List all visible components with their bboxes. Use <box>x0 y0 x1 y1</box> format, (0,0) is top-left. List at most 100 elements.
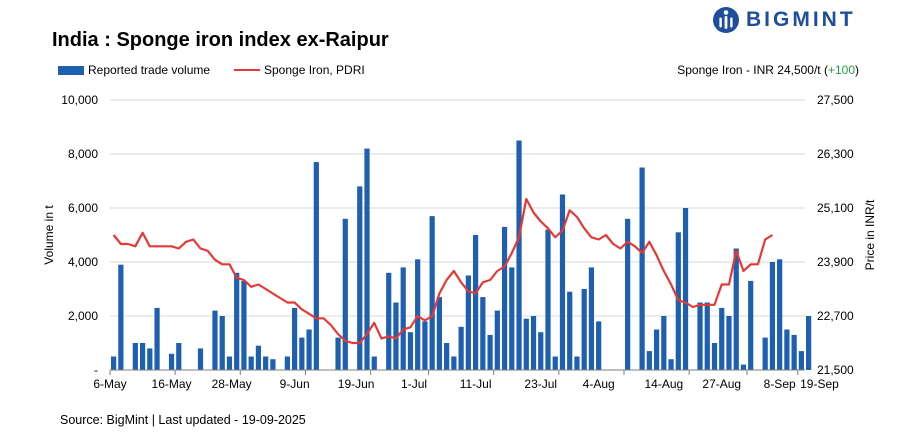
volume-bar <box>415 259 421 370</box>
volume-bar <box>777 259 783 370</box>
volume-bar <box>480 297 486 370</box>
volume-bar <box>248 356 254 370</box>
volume-bar <box>588 267 595 370</box>
volume-bar <box>270 359 276 370</box>
brand-logo: BIGMINT <box>712 6 856 34</box>
volume-bar <box>226 356 233 370</box>
volume-bar <box>407 332 414 370</box>
volume-bar <box>335 337 341 370</box>
legend-volume: Reported trade volume <box>58 63 210 77</box>
volume-bar <box>444 343 450 370</box>
volume-bar <box>132 343 138 370</box>
legend-price-label: Sponge Iron, PDRI <box>264 63 365 77</box>
volume-bar <box>422 321 428 370</box>
chart-title: India : Sponge iron index ex-Raipur <box>52 29 389 51</box>
volume-bar <box>197 348 204 370</box>
volume-bar <box>806 316 812 370</box>
volume-bar <box>501 226 508 370</box>
volume-bar <box>118 264 124 370</box>
volume-bar <box>306 329 312 370</box>
volume-bar <box>646 351 652 370</box>
volume-bar <box>798 351 804 370</box>
volume-bar <box>704 302 710 370</box>
price-summary: Sponge Iron - INR 24,500/t (+100) <box>677 63 859 77</box>
volume-bar <box>581 289 587 370</box>
volume-bar <box>176 343 182 370</box>
y-right-tick-label: 26,300 <box>817 147 854 161</box>
volume-bar <box>748 280 754 370</box>
volume-bar <box>429 216 435 370</box>
volume-bar <box>769 262 776 370</box>
volume-bar <box>487 334 493 370</box>
volume-bar <box>357 186 363 370</box>
volume-bar <box>538 332 544 370</box>
x-tick-label: 1-Jul <box>401 377 427 391</box>
volume-bar <box>711 343 718 370</box>
volume-bar <box>342 218 348 370</box>
volume-bar <box>147 348 153 370</box>
volume-bar <box>234 272 240 370</box>
volume-bar <box>284 356 290 370</box>
volume-bar <box>545 229 551 370</box>
volume-bar <box>733 248 739 370</box>
y-right-tick-label: 25,100 <box>817 201 854 215</box>
legend-line-swatch <box>234 69 260 71</box>
volume-bar <box>740 364 747 370</box>
volume-bar <box>574 356 580 370</box>
volume-bar <box>494 310 500 370</box>
volume-bar <box>567 291 573 370</box>
volume-bar <box>263 356 269 370</box>
volume-bar <box>661 316 667 370</box>
summary-text: Sponge Iron - INR 24,500/t ( <box>677 63 828 77</box>
volume-bar <box>292 307 298 370</box>
y-left-tick-label: - <box>94 363 98 377</box>
volume-bar <box>516 140 522 370</box>
volume-bar <box>393 302 399 370</box>
volume-bar <box>364 148 370 370</box>
volume-bar <box>472 235 479 370</box>
volume-bar <box>386 272 392 370</box>
x-tick-label: 8-Sep <box>764 377 796 391</box>
volume-bar <box>299 337 305 370</box>
volume-bar <box>784 329 790 370</box>
y-left-tick-label: 2,000 <box>68 309 98 323</box>
volume-bar <box>523 318 529 370</box>
chart-area: - 2,000 4,000 6,000 8,000 10,000 21,500 22,700 2… <box>42 93 877 391</box>
y-left-tick-label: 6,000 <box>68 201 98 215</box>
volume-bar <box>436 297 443 370</box>
legend-bar-swatch <box>58 65 84 75</box>
volume-bar <box>719 307 725 370</box>
volume-bar <box>313 162 319 370</box>
volume-bar <box>552 356 558 370</box>
volume-bar <box>697 302 703 370</box>
volume-bar <box>451 356 457 370</box>
y-left-tick-label: 8,000 <box>68 147 98 161</box>
y-right-tick-label: 22,700 <box>817 309 854 323</box>
axes: - 2,000 4,000 6,000 8,000 10,000 21,500 22,700 2… <box>61 93 854 391</box>
gridlines <box>110 99 805 317</box>
x-tick-label: 19-Sep <box>800 377 839 391</box>
volume-bar <box>458 326 464 370</box>
volume-bar <box>168 353 175 370</box>
volume-bar <box>400 267 406 370</box>
legend-volume-label: Reported trade volume <box>88 63 211 77</box>
x-tick-label: 19-Jun <box>338 377 375 391</box>
x-tick-label: 9-Jun <box>280 377 310 391</box>
y-left-tick-label: 10,000 <box>61 93 98 107</box>
volume-bar <box>371 356 377 370</box>
volume-bar <box>255 345 262 370</box>
volume-bar <box>154 307 160 370</box>
volume-bar <box>726 316 732 370</box>
summary-suffix: ) <box>855 63 859 77</box>
volume-bar <box>639 167 645 370</box>
y-right-tick-label: 21,500 <box>817 363 854 377</box>
y-axis-left-label: Volume in t <box>42 205 56 265</box>
y-axis-right-label: Price in INR/t <box>863 199 877 270</box>
volume-bar <box>139 343 146 370</box>
volume-bar <box>509 267 515 370</box>
volume-bar <box>762 337 768 370</box>
bigmint-logo-icon <box>713 7 739 33</box>
x-tick-label: 14-Aug <box>644 377 683 391</box>
y-left-tick-label: 4,000 <box>68 255 98 269</box>
x-tick-label: 16-May <box>152 377 192 391</box>
